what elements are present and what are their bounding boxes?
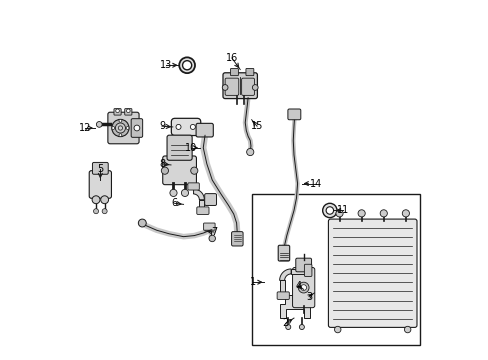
FancyBboxPatch shape bbox=[89, 171, 111, 198]
Circle shape bbox=[115, 123, 125, 133]
Circle shape bbox=[119, 120, 122, 122]
Circle shape bbox=[116, 109, 119, 113]
FancyBboxPatch shape bbox=[92, 162, 108, 174]
Text: 3: 3 bbox=[305, 292, 311, 302]
FancyBboxPatch shape bbox=[131, 119, 142, 137]
Polygon shape bbox=[199, 200, 204, 209]
Polygon shape bbox=[280, 295, 309, 318]
Circle shape bbox=[246, 148, 253, 156]
Circle shape bbox=[190, 167, 198, 174]
Circle shape bbox=[300, 285, 306, 291]
Circle shape bbox=[181, 189, 188, 197]
Text: 5: 5 bbox=[97, 164, 103, 174]
Text: 2: 2 bbox=[282, 319, 288, 328]
Circle shape bbox=[134, 125, 140, 131]
FancyBboxPatch shape bbox=[187, 183, 199, 190]
FancyBboxPatch shape bbox=[171, 118, 201, 135]
Text: 12: 12 bbox=[79, 123, 91, 133]
FancyBboxPatch shape bbox=[328, 219, 416, 327]
Circle shape bbox=[101, 196, 108, 204]
Circle shape bbox=[119, 134, 122, 136]
Text: 1: 1 bbox=[250, 277, 256, 287]
Polygon shape bbox=[279, 269, 290, 280]
Circle shape bbox=[404, 326, 410, 333]
Circle shape bbox=[252, 85, 258, 90]
Circle shape bbox=[402, 210, 408, 217]
Text: 14: 14 bbox=[309, 179, 322, 189]
Circle shape bbox=[222, 85, 227, 90]
Circle shape bbox=[93, 209, 99, 214]
Circle shape bbox=[161, 167, 168, 174]
Circle shape bbox=[179, 57, 195, 73]
Circle shape bbox=[325, 207, 333, 214]
FancyBboxPatch shape bbox=[196, 123, 213, 137]
Circle shape bbox=[138, 219, 146, 227]
Circle shape bbox=[92, 196, 100, 204]
Circle shape bbox=[176, 125, 181, 130]
Circle shape bbox=[182, 61, 191, 70]
Circle shape bbox=[112, 120, 129, 136]
FancyBboxPatch shape bbox=[292, 267, 314, 308]
Circle shape bbox=[379, 210, 386, 217]
FancyBboxPatch shape bbox=[278, 245, 289, 261]
Circle shape bbox=[96, 122, 102, 127]
FancyBboxPatch shape bbox=[204, 194, 216, 206]
Text: 8: 8 bbox=[159, 159, 165, 169]
Text: 7: 7 bbox=[210, 227, 217, 237]
FancyBboxPatch shape bbox=[196, 207, 208, 215]
FancyBboxPatch shape bbox=[167, 135, 192, 160]
Circle shape bbox=[322, 203, 336, 218]
FancyBboxPatch shape bbox=[224, 78, 238, 95]
Text: 10: 10 bbox=[184, 143, 197, 153]
Text: 6: 6 bbox=[171, 198, 177, 208]
FancyBboxPatch shape bbox=[114, 109, 121, 115]
FancyBboxPatch shape bbox=[231, 231, 243, 246]
Text: 16: 16 bbox=[225, 53, 238, 63]
Circle shape bbox=[298, 282, 308, 293]
Polygon shape bbox=[290, 269, 305, 274]
Polygon shape bbox=[193, 189, 204, 200]
Circle shape bbox=[299, 324, 304, 329]
FancyBboxPatch shape bbox=[277, 292, 289, 300]
Polygon shape bbox=[279, 280, 284, 295]
FancyBboxPatch shape bbox=[287, 109, 300, 120]
FancyBboxPatch shape bbox=[163, 156, 196, 185]
Circle shape bbox=[190, 125, 195, 130]
FancyBboxPatch shape bbox=[223, 73, 257, 99]
Text: 9: 9 bbox=[159, 121, 165, 131]
Text: 15: 15 bbox=[250, 121, 263, 131]
FancyBboxPatch shape bbox=[245, 68, 253, 76]
Text: 4: 4 bbox=[295, 281, 301, 291]
Circle shape bbox=[102, 209, 107, 214]
FancyBboxPatch shape bbox=[108, 112, 139, 144]
Circle shape bbox=[357, 210, 365, 217]
Circle shape bbox=[112, 127, 115, 130]
Bar bbox=[251, 194, 419, 345]
FancyBboxPatch shape bbox=[203, 223, 215, 230]
Circle shape bbox=[334, 326, 340, 333]
Circle shape bbox=[285, 324, 290, 329]
FancyBboxPatch shape bbox=[230, 68, 238, 76]
Text: 11: 11 bbox=[336, 206, 348, 216]
Circle shape bbox=[118, 126, 122, 130]
Circle shape bbox=[126, 109, 130, 113]
FancyBboxPatch shape bbox=[304, 264, 311, 276]
FancyBboxPatch shape bbox=[124, 109, 132, 115]
Circle shape bbox=[208, 235, 215, 242]
Circle shape bbox=[335, 210, 343, 217]
FancyBboxPatch shape bbox=[295, 258, 311, 272]
FancyBboxPatch shape bbox=[241, 78, 254, 95]
Circle shape bbox=[126, 127, 129, 130]
Text: 13: 13 bbox=[159, 60, 171, 70]
Circle shape bbox=[169, 189, 177, 197]
